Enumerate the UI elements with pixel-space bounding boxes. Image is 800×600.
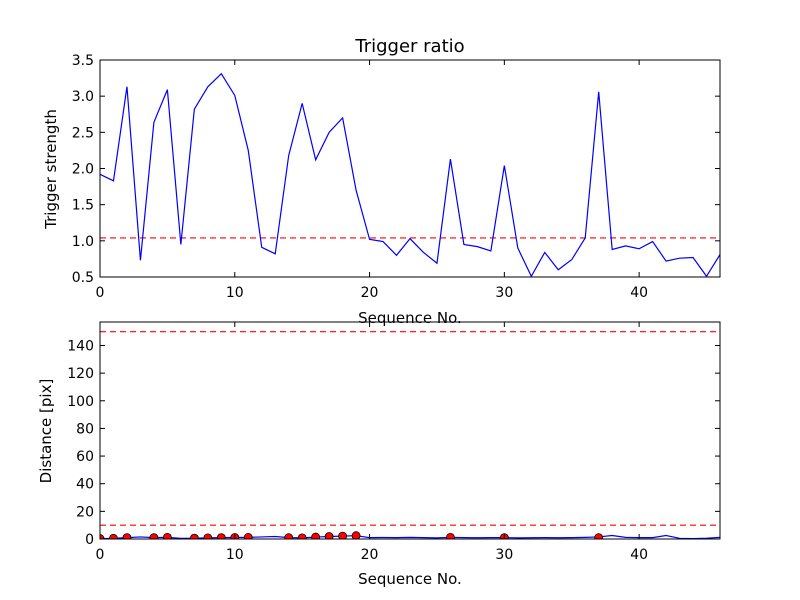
x-axis-label: Sequence No. [358, 570, 462, 588]
data-point [446, 532, 455, 539]
y-tick-label: 1.0 [72, 234, 94, 250]
data-point [109, 533, 118, 539]
data-point [122, 533, 132, 539]
y-tick-label: 80 [76, 421, 94, 437]
data-point [203, 533, 213, 539]
y-tick-label: 60 [76, 449, 94, 465]
data-point [284, 533, 294, 539]
y-tick-label: 100 [67, 394, 94, 410]
x-tick-label: 0 [96, 285, 105, 301]
plot-frame [99, 321, 721, 540]
y-tick-label: 0 [85, 532, 94, 548]
data-point [338, 531, 348, 539]
data-point [594, 533, 604, 539]
x-axis-label: Sequence No. [358, 309, 462, 327]
data-point [324, 532, 334, 539]
y-tick-label: 1.5 [72, 198, 94, 214]
chart-title: Trigger ratio [354, 36, 464, 57]
data-point [216, 533, 226, 539]
data-point [297, 533, 307, 539]
series-line [100, 72, 720, 277]
y-tick-label: 2.5 [72, 125, 94, 141]
y-tick-label: 2.0 [72, 162, 94, 178]
y-tick-label: 3.0 [72, 89, 94, 105]
plot-frame [99, 59, 721, 278]
y-tick-label: 0.5 [72, 270, 94, 286]
data-point [162, 532, 172, 539]
x-tick-label: 10 [226, 285, 244, 301]
x-tick-label: 20 [361, 285, 379, 301]
distance-chart: 0 10 20 30 40 0 20 40 60 80 100 120 140 Sequence No.… [37, 321, 721, 588]
data-point [189, 533, 199, 539]
data-point [243, 532, 253, 539]
y-tick-label: 120 [67, 366, 94, 382]
x-tick-label: 10 [226, 547, 244, 563]
data-point [149, 533, 159, 539]
data-point [311, 532, 321, 539]
x-tick-label: 30 [495, 285, 513, 301]
plot-area: 0 10 20 30 40 0.5 1.0 1.5 2.0 2.5 3.0 3.5 [72, 53, 721, 301]
x-tick-label: 0 [96, 547, 105, 563]
plot-area: 0 10 20 30 40 0 20 40 60 80 100 120 140 [67, 321, 721, 563]
x-tick-label: 40 [630, 547, 648, 563]
y-tick-label: 3.5 [72, 53, 94, 69]
x-tick-label: 40 [630, 285, 648, 301]
x-tick-label: 20 [361, 547, 379, 563]
x-tick-label: 30 [495, 547, 513, 563]
data-point [351, 531, 361, 539]
marker-group [100, 531, 604, 539]
y-tick-label: 40 [76, 477, 94, 493]
trigger-ratio-chart: Trigger ratio 0 10 20 30 40 0.5 1.0 1.5 2.0 2.5 3.… [42, 36, 721, 327]
y-axis-label: Distance [pix] [37, 379, 55, 484]
series-line [100, 534, 720, 539]
y-tick-label: 140 [67, 338, 94, 354]
y-axis-label: Trigger strength [42, 109, 60, 230]
y-tick-label: 20 [76, 504, 94, 520]
